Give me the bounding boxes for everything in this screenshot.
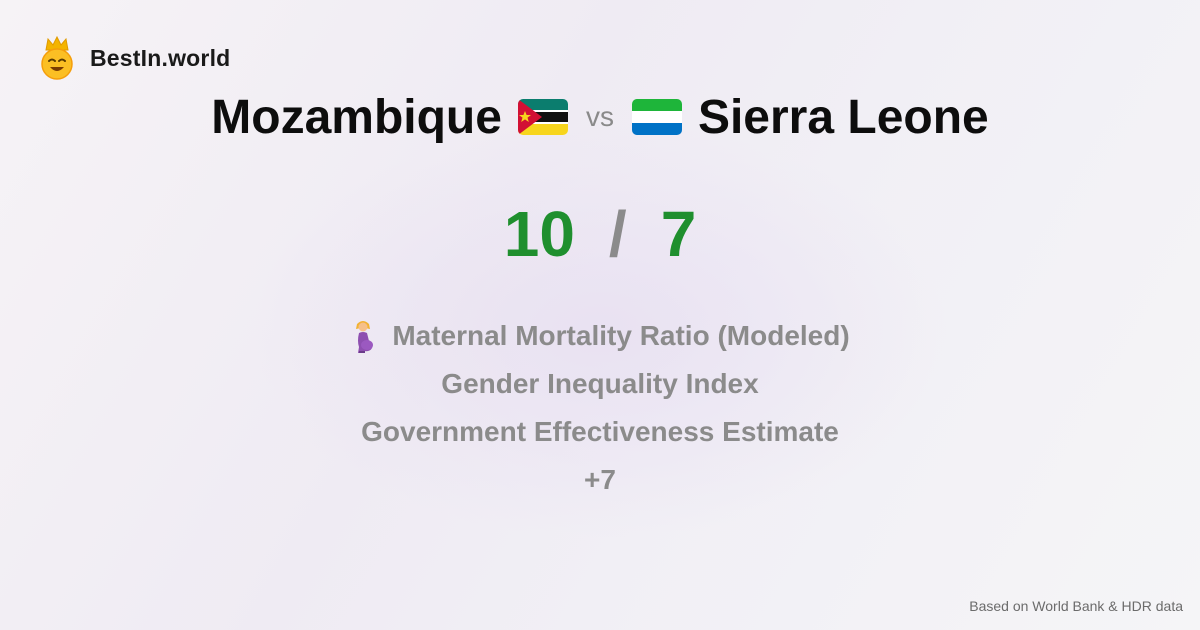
more-metrics-label: +7 [584,464,616,495]
right-country-name[interactable]: Sierra Leone [697,90,989,144]
metric-item[interactable]: Gender Inequality Index [441,360,758,408]
metric-label: Maternal Mortality Ratio (Modeled) [392,320,850,351]
metrics-list: Maternal Mortality Ratio (Modeled) Gende… [0,312,1200,504]
score-display: 10 / 7 [0,192,1200,276]
left-score: 10 [503,198,575,270]
crowned-smiley-icon [41,36,73,80]
comparison-title: Mozambique vs Sierra Leone [0,84,1200,150]
metric-label: Gender Inequality Index [441,368,759,399]
more-metrics-count[interactable]: +7 [584,456,616,504]
brand-name: BestIn.world [90,44,231,71]
brand[interactable]: BestIn.world [38,36,230,80]
source-note: Based on World Bank & HDR data [969,598,1183,614]
pregnant-woman-icon [356,321,374,353]
sierra-leone-flag-icon [631,99,682,135]
right-score: 7 [660,198,697,270]
left-country-name[interactable]: Mozambique [211,90,502,144]
vs-label: vs [585,101,614,132]
score-separator: / [608,198,627,270]
metric-item[interactable]: Maternal Mortality Ratio (Modeled) [350,312,850,360]
mozambique-flag-icon [517,99,568,135]
metric-item[interactable]: Government Effectiveness Estimate [361,408,839,456]
metric-label: Government Effectiveness Estimate [361,416,839,447]
